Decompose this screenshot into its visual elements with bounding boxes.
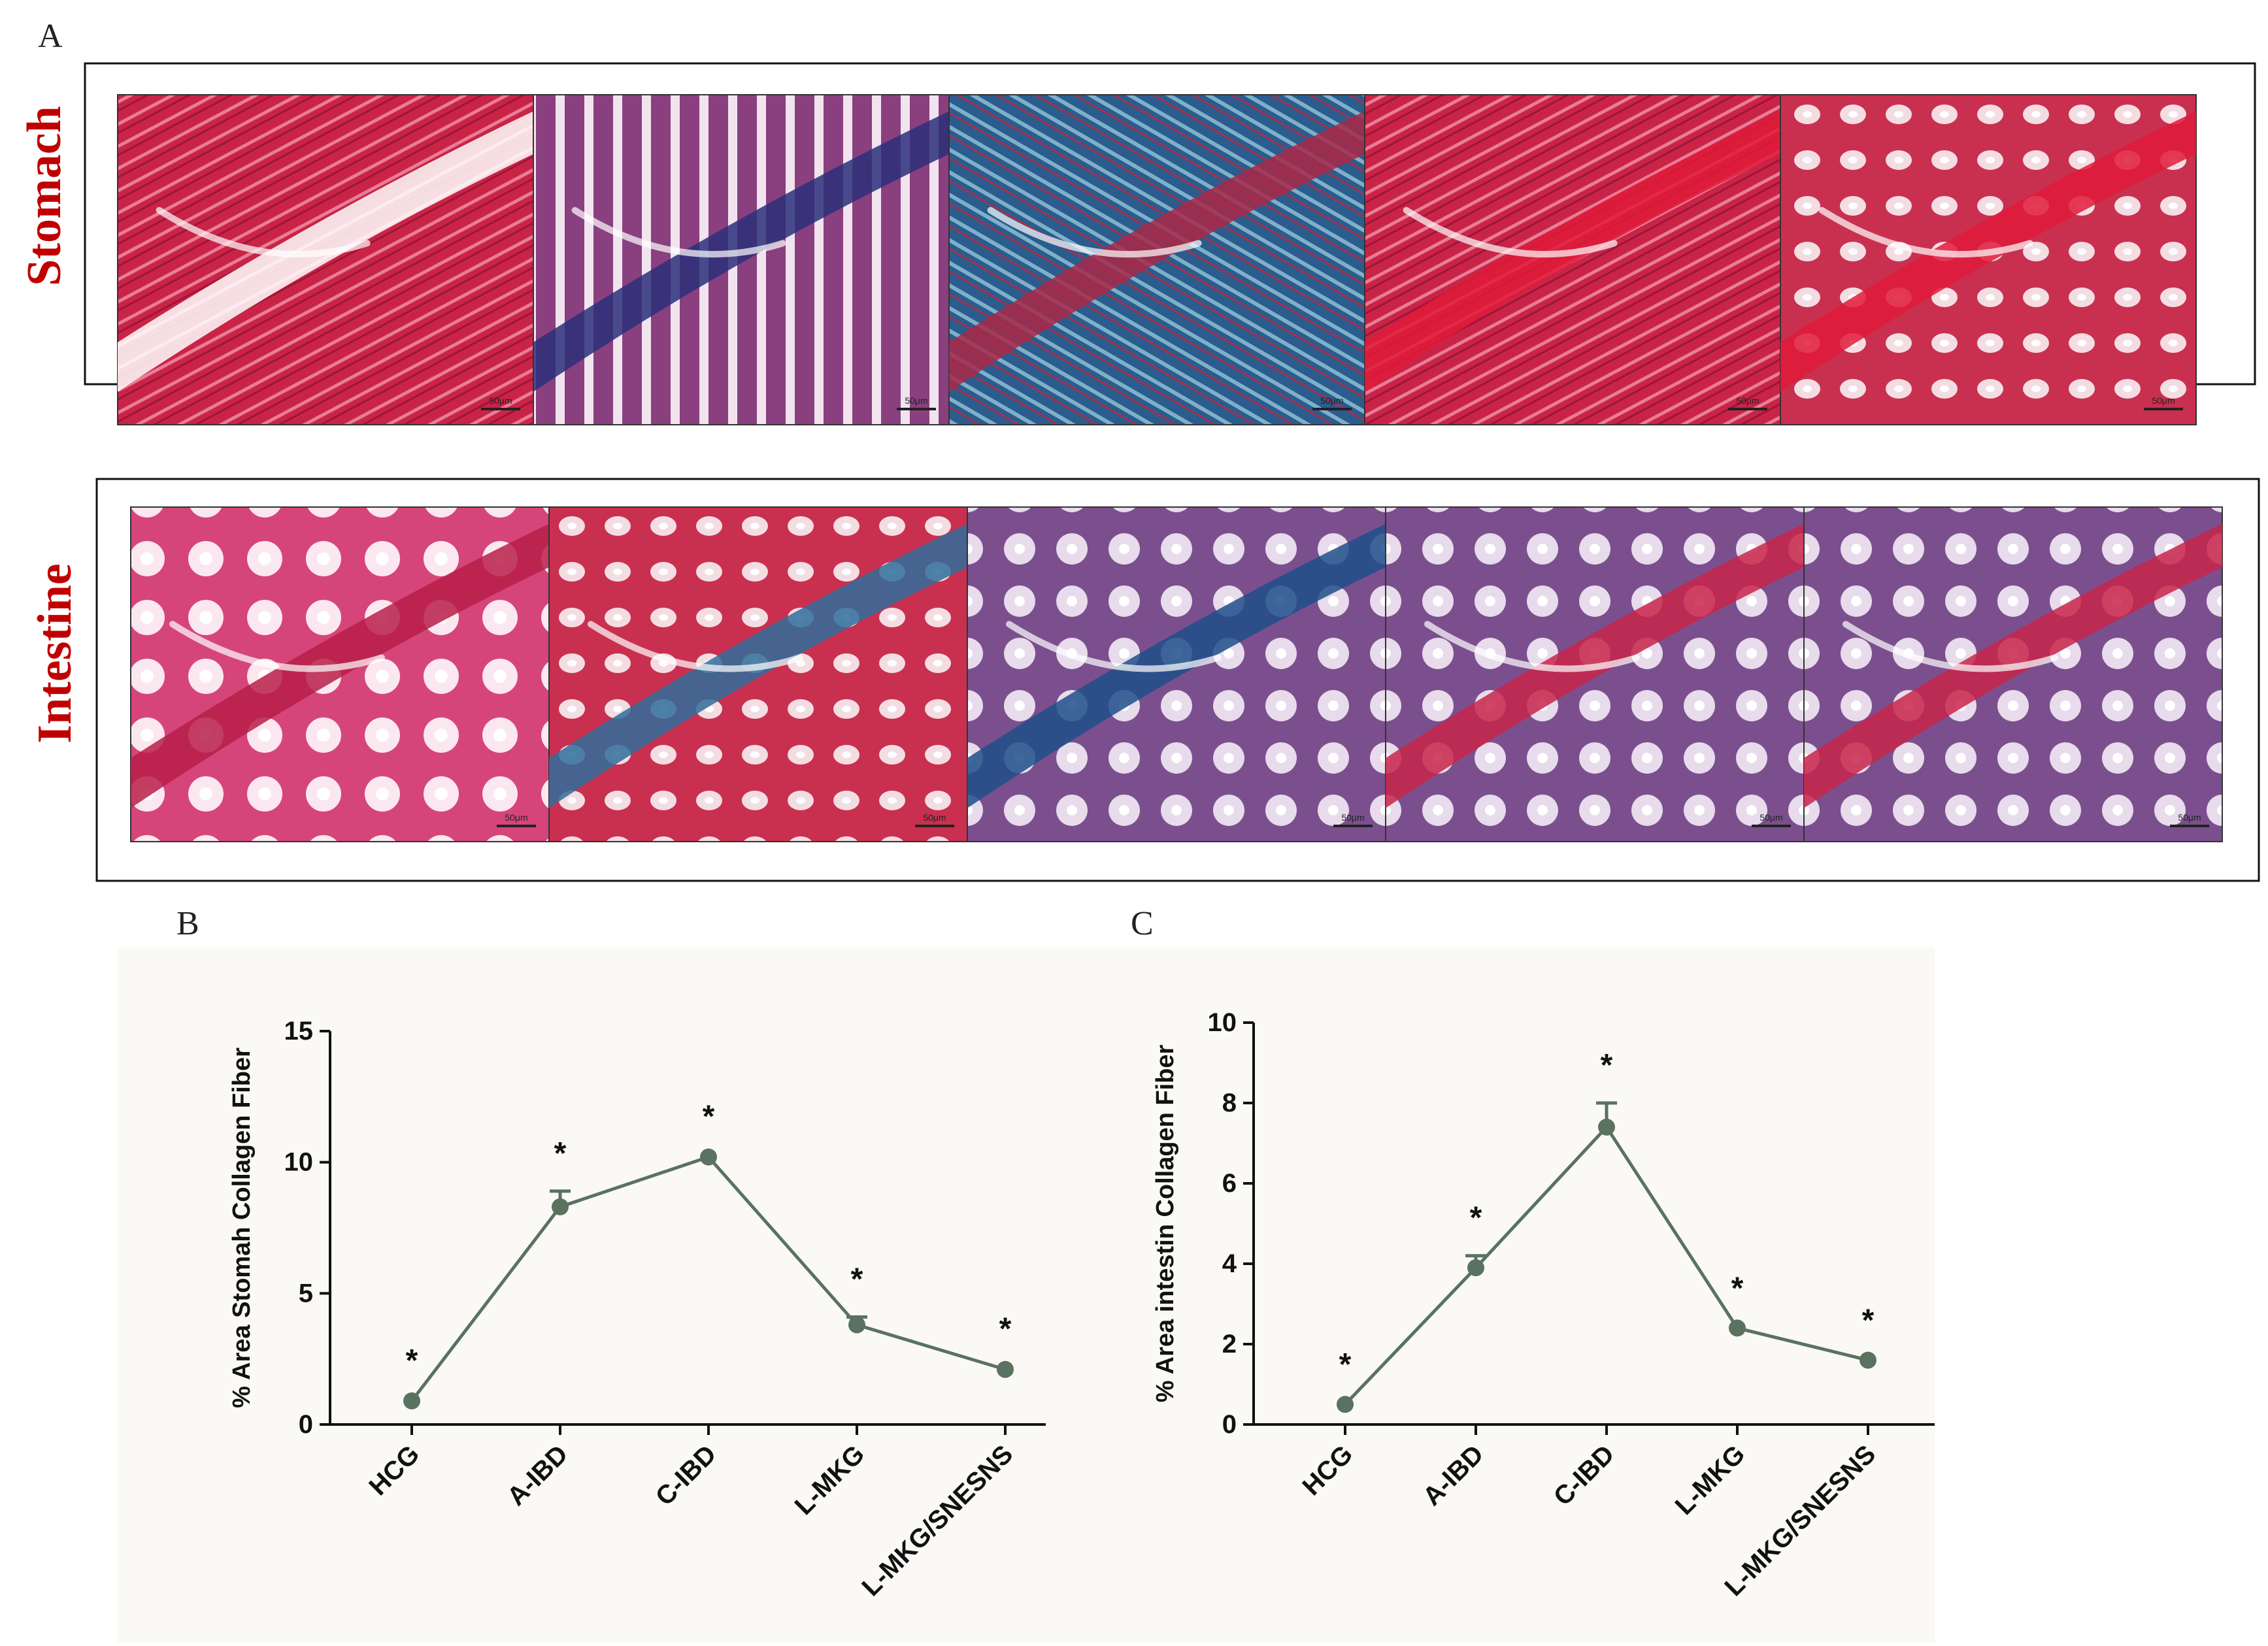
scale-bar-label: 50μm [905,395,927,406]
data-point [700,1148,717,1166]
y-tick-label: 10 [284,1148,314,1177]
scale-bar-label: 50μm [2178,812,2201,823]
y-axis-label: % Area intestin Collagen Fiber [1152,1044,1179,1402]
micrograph-lumen [156,206,371,258]
data-point [848,1316,865,1334]
significance-marker: * [703,1100,715,1134]
y-tick-label: 4 [1222,1249,1237,1278]
significance-marker: * [406,1343,418,1378]
micrograph-5: 50μm [1780,94,2197,425]
significance-marker: * [851,1262,863,1296]
histology-row-intestine: Intestine 50μm 50μm 50μm 50μm 50μm [28,478,2260,882]
data-point [552,1198,569,1215]
y-tick-label: 0 [1222,1410,1237,1439]
data-point [403,1392,420,1409]
row-label-stomach: Stomach [18,106,71,286]
scale-bar-label: 50μm [1736,395,1759,406]
micrograph-lumen [987,206,1202,258]
y-tick-label: 0 [299,1410,313,1439]
y-tick-label: 6 [1222,1169,1237,1198]
micrograph-lumen [1818,206,2033,258]
y-axis-label: % Area Stomah Collagen Fiber [228,1047,256,1408]
scale-bar-label: 50μm [505,812,527,823]
scale-bar [897,408,936,410]
micrograph-1: 50μm [117,94,534,425]
scale-bar-label: 50μm [489,395,512,406]
data-point [997,1360,1014,1378]
panel-letter-a: A [38,18,63,55]
panel-letter-c: C [1131,905,1154,942]
micrograph-lumen [1006,621,1222,672]
y-tick-label: 10 [1208,1008,1237,1037]
micrograph-lumen [1424,621,1640,672]
scale-bar [1312,408,1352,410]
scale-bar [481,408,520,410]
micrograph-lumen [1403,206,1618,258]
micrograph-2: 50μm [533,94,950,425]
scale-bar-label: 50μm [1320,395,1343,406]
data-point [1598,1118,1615,1136]
chart-background [118,947,1105,1643]
scale-bar [497,825,536,827]
micrograph-1: 50μm [130,506,550,842]
scale-bar-label: 50μm [1759,812,1782,823]
significance-marker: * [999,1312,1012,1347]
micrograph-4: 50μm [1364,94,1781,425]
scale-bar [915,825,954,827]
significance-marker: * [1862,1304,1875,1338]
micrograph-5: 50μm [1803,506,2223,842]
panel-letter-b: B [176,905,199,942]
histology-row-stomach: Stomach 50μm 50μm 50μm 50μm 50μm [18,62,2256,425]
scale-bar [1728,408,1767,410]
micrograph-lumen [1843,621,2058,672]
scale-bar-label: 50μm [1341,812,1364,823]
scale-bar [2144,408,2183,410]
row-frame [95,478,2260,882]
y-tick-label: 15 [284,1017,314,1045]
y-tick-label: 5 [299,1279,313,1308]
y-tick-label: 8 [1222,1089,1237,1117]
scale-bar [2170,825,2209,827]
row-label-intestine: Intestine [28,563,82,743]
significance-marker: * [1601,1048,1613,1083]
micrograph-3: 50μm [967,506,1386,842]
micrograph-lumen [588,621,803,672]
data-point [1337,1396,1354,1413]
data-point [1729,1319,1746,1337]
micrograph-2: 50μm [548,506,968,842]
y-tick-label: 2 [1222,1330,1237,1358]
significance-marker: * [554,1136,567,1171]
micrograph-lumen [571,206,786,258]
scale-bar [1752,825,1791,827]
micrograph-lumen [169,621,385,672]
micrograph-4: 50μm [1385,506,1805,842]
micrograph-3: 50μm [948,94,1365,425]
data-point [1467,1259,1484,1277]
data-point [1859,1351,1876,1369]
chart-background [1105,947,1935,1643]
significance-marker: * [1339,1347,1352,1382]
scale-bar-label: 50μm [2152,395,2175,406]
scale-bar-label: 50μm [923,812,946,823]
scale-bar [1333,825,1373,827]
significance-marker: * [1470,1201,1482,1236]
significance-marker: * [1731,1271,1744,1306]
